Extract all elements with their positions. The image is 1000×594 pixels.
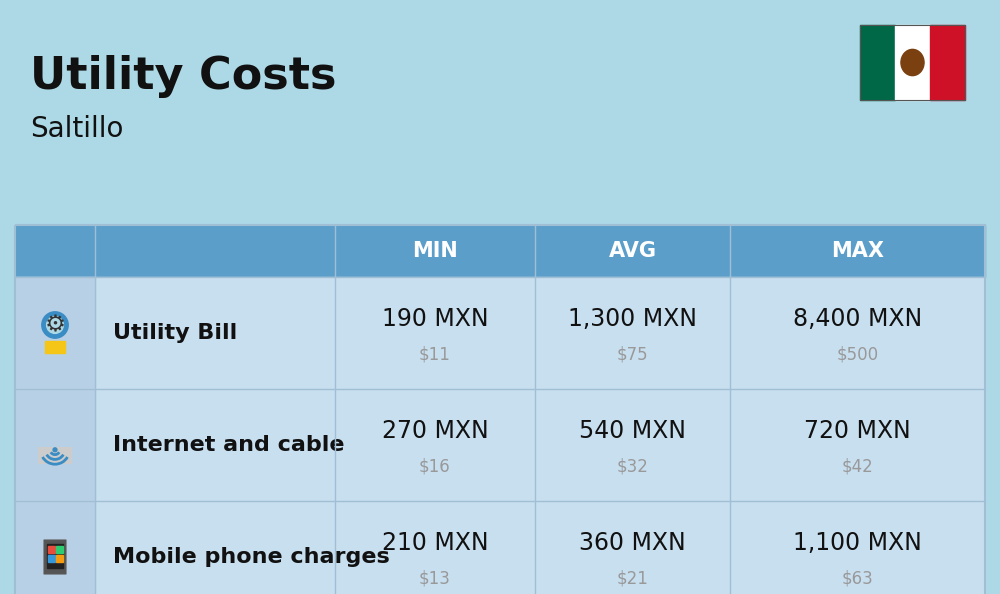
Bar [895,25,930,100]
Bar [47,544,63,568]
Text: AVG: AVG [608,241,656,261]
Bar [15,277,95,389]
Bar [15,225,985,277]
Bar [45,341,65,353]
Text: 8,400 MXN: 8,400 MXN [793,307,922,331]
Bar [38,447,72,464]
Bar [56,546,63,554]
Bar [15,277,985,389]
Text: 720 MXN: 720 MXN [804,419,911,443]
Circle shape [47,317,63,333]
Text: 210 MXN: 210 MXN [382,531,488,555]
Text: MIN: MIN [412,241,458,261]
Text: Utility Costs: Utility Costs [30,55,336,98]
Ellipse shape [901,49,924,75]
Text: Mobile phone charges: Mobile phone charges [113,547,390,567]
Text: $11: $11 [419,346,451,364]
Text: Utility Bill: Utility Bill [113,323,237,343]
Text: ⚙: ⚙ [44,314,66,336]
FancyBboxPatch shape [44,540,66,574]
Text: Saltillo: Saltillo [30,115,123,143]
Text: 360 MXN: 360 MXN [579,531,686,555]
Text: 540 MXN: 540 MXN [579,419,686,443]
Bar [860,25,965,100]
Text: $16: $16 [419,458,451,476]
Bar [48,555,55,562]
Text: $13: $13 [419,570,451,588]
Bar [48,546,55,554]
Text: 190 MXN: 190 MXN [382,307,488,331]
Circle shape [42,312,68,338]
Text: $32: $32 [617,458,648,476]
Bar [15,389,985,501]
Bar [15,389,95,501]
Text: 1,100 MXN: 1,100 MXN [793,531,922,555]
Text: MAX: MAX [831,241,884,261]
Text: 270 MXN: 270 MXN [382,419,488,443]
Bar [56,555,63,562]
Bar [15,225,985,594]
Circle shape [53,448,57,451]
Text: $75: $75 [617,346,648,364]
Bar [860,25,895,100]
Text: $63: $63 [842,570,873,588]
Text: Internet and cable: Internet and cable [113,435,344,455]
Bar [15,501,985,594]
Text: $42: $42 [842,458,873,476]
Bar [930,25,965,100]
Text: $500: $500 [836,346,879,364]
Text: $21: $21 [617,570,648,588]
Text: 1,300 MXN: 1,300 MXN [568,307,697,331]
Bar [15,501,95,594]
